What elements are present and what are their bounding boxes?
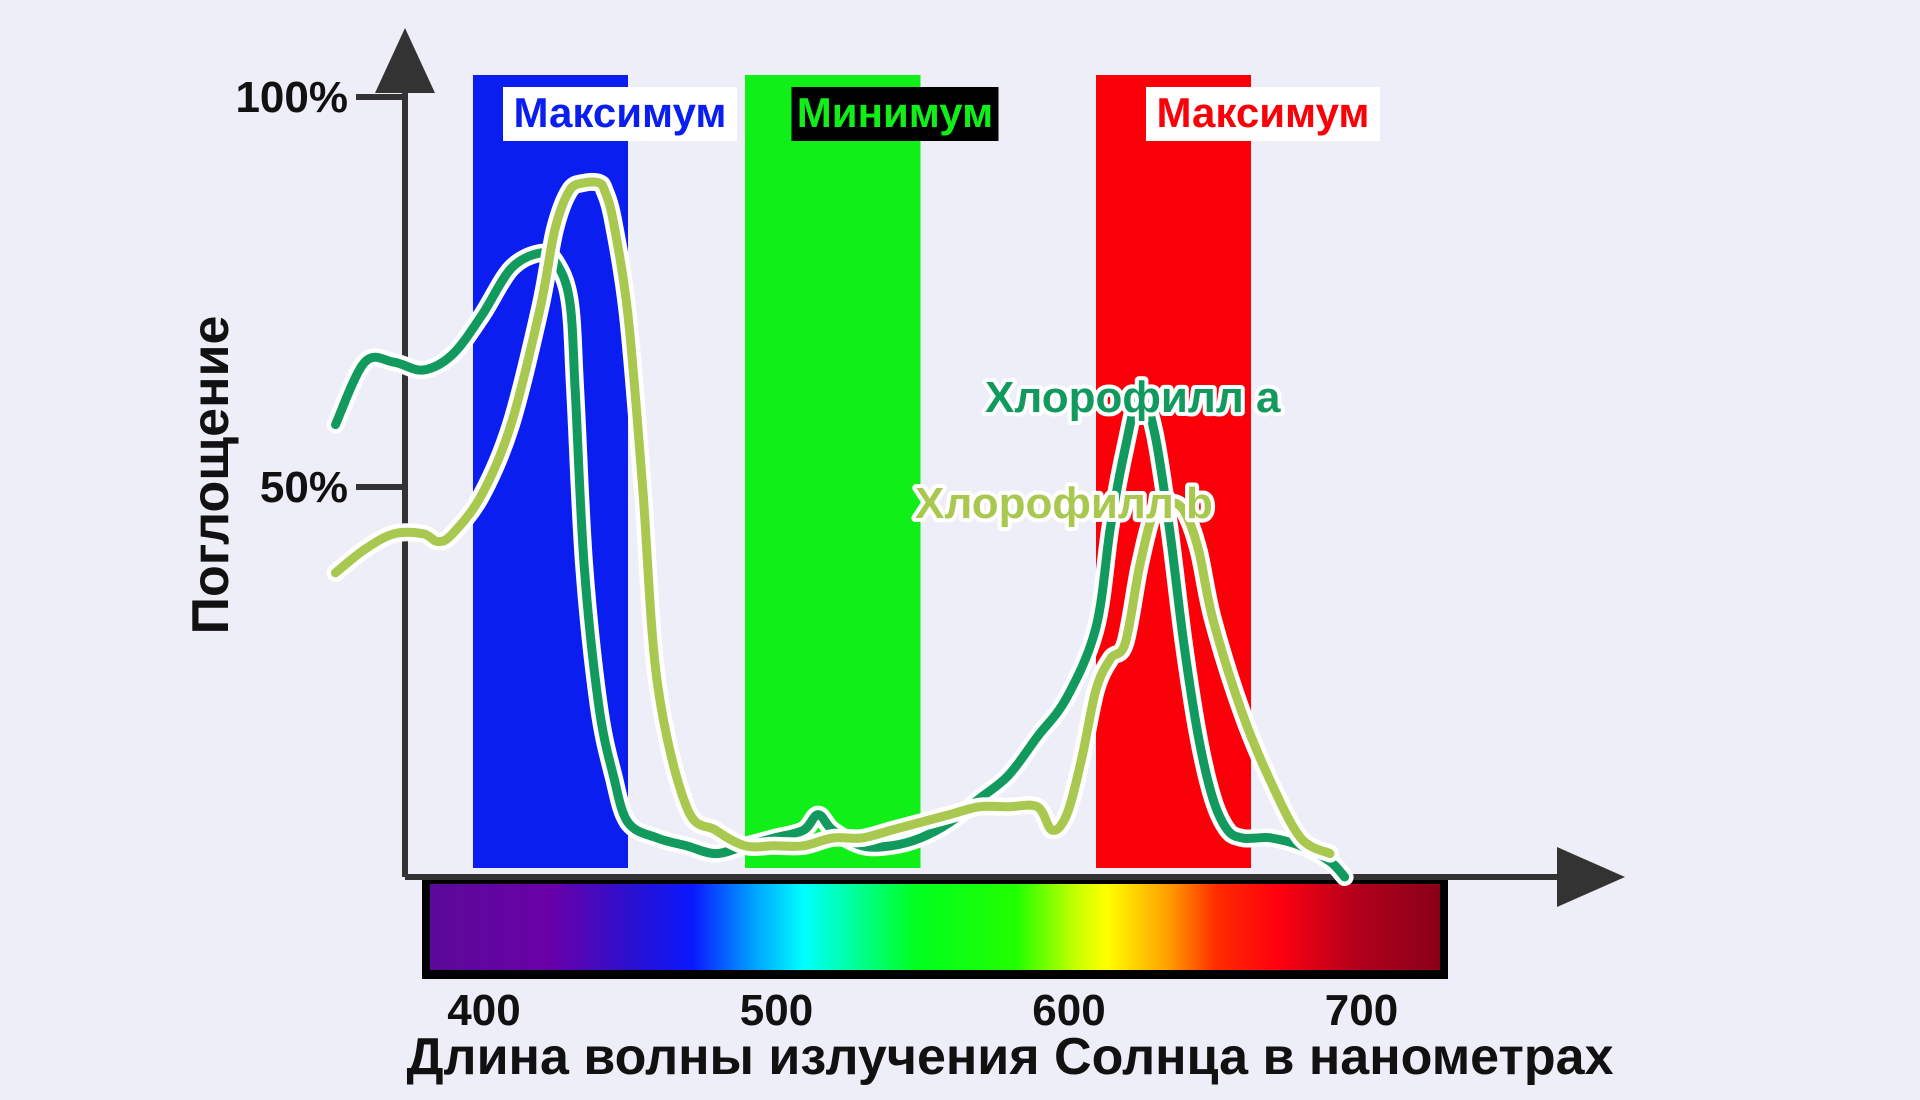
labels-layer: Максимум Минимум Максимум Хлорофилл a Хлороф… xyxy=(503,87,1380,532)
series-annotation-1: Хлорофилл a xyxy=(985,373,1281,422)
x-axis-arrow xyxy=(1557,847,1625,907)
x-axis-label: Длина волны излучения Солнца в нанометра… xyxy=(407,1028,1614,1086)
band-label-2: Минимум xyxy=(797,89,993,136)
x-tick-label: 400 xyxy=(447,986,520,1035)
series-layer xyxy=(326,172,1354,886)
band-label-bg-3 xyxy=(1146,87,1380,141)
x-tick-label: 700 xyxy=(1325,986,1398,1035)
series-line-2 xyxy=(331,177,1335,859)
band-label-3: Максимум xyxy=(1157,89,1370,136)
spectrum-gradient xyxy=(430,884,1440,970)
y-tick-label: 100% xyxy=(235,73,348,122)
spectrum-bar xyxy=(422,876,1448,979)
y-tick-label: 50% xyxy=(260,463,348,512)
band-label-1: Максимум xyxy=(514,89,727,136)
x-tick-label: 500 xyxy=(740,986,813,1035)
band-2 xyxy=(745,75,921,868)
axes: 50% 100% 400 500 600 700 xyxy=(235,28,1625,1035)
band-label-bg-1 xyxy=(503,87,737,141)
band-label-bg-2 xyxy=(791,87,999,141)
bands-layer xyxy=(472,75,1252,868)
y-axis-label: Поглощение xyxy=(182,316,240,635)
y-axis-arrow xyxy=(375,28,435,93)
series-annotation-2: Хлорофилл b xyxy=(915,479,1213,528)
x-tick-label: 600 xyxy=(1032,986,1105,1035)
